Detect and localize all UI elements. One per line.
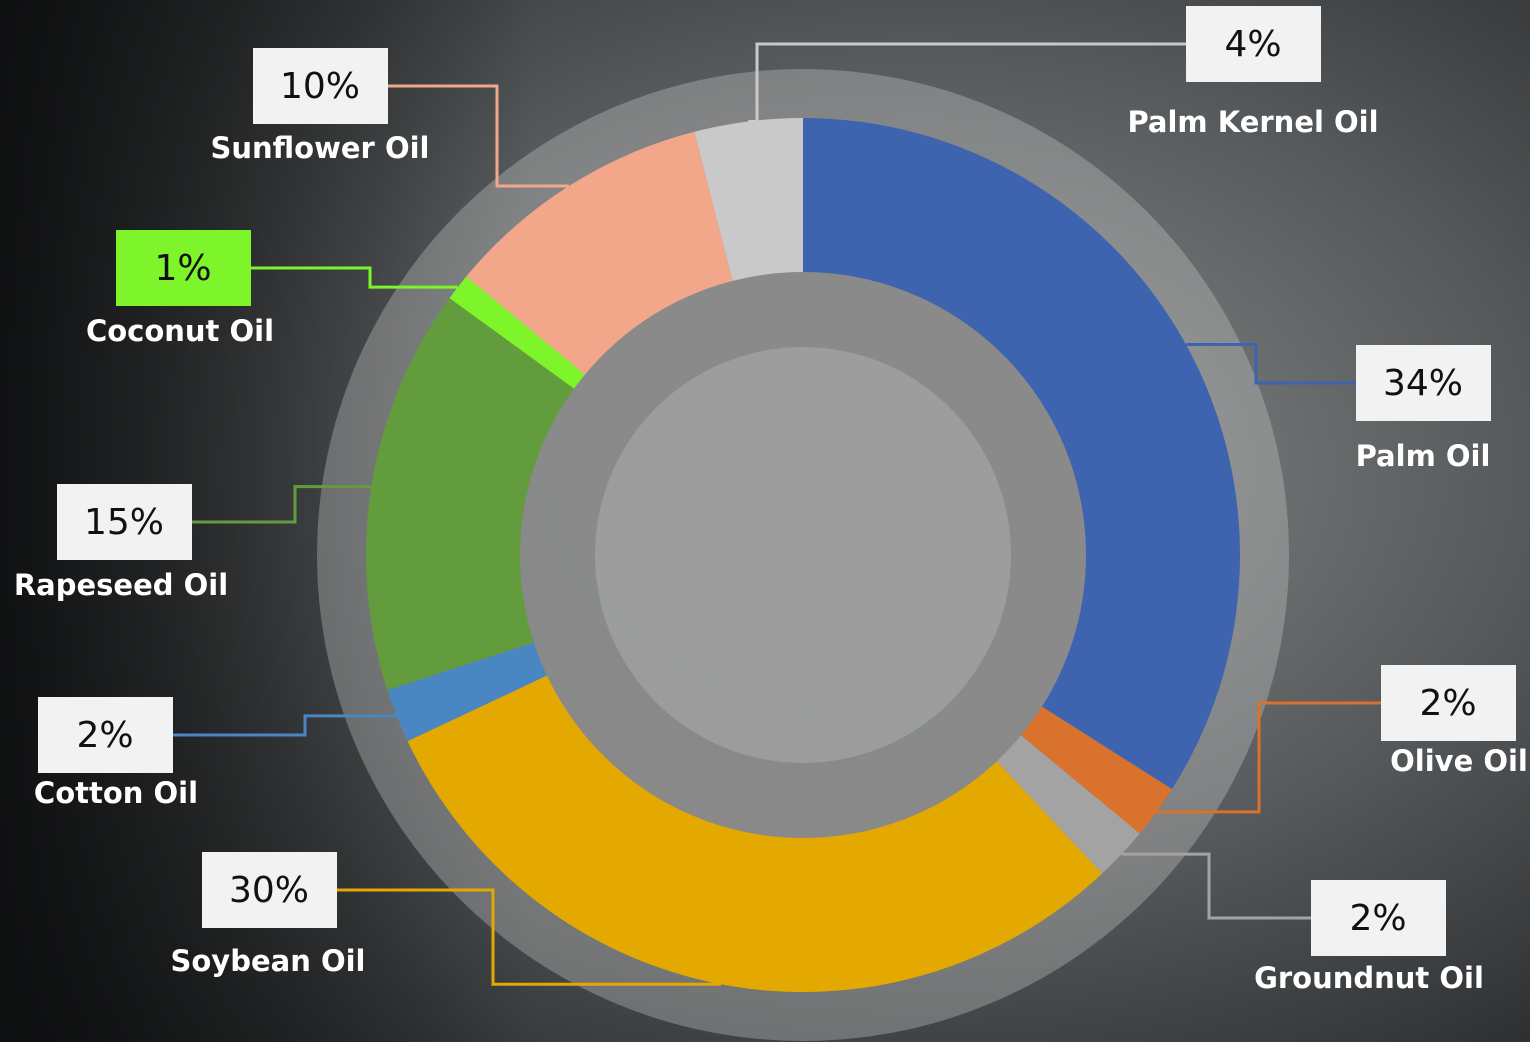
label-box [38,697,173,773]
leader-line [1121,852,1311,920]
category-label: Palm Oil [1356,439,1491,473]
value-label: 1% [154,248,211,289]
category-label: Palm Kernel Oil [1127,105,1378,139]
label-box [202,852,337,928]
value-label: 2% [1349,898,1406,939]
slice [366,298,575,691]
leader-line [192,485,372,524]
label-box [116,230,251,306]
leader-line [173,714,397,737]
value-label: 10% [280,66,360,107]
value-label: 2% [76,715,133,756]
leader-line [337,888,722,986]
slice [449,276,585,389]
inner-ring [520,272,1086,838]
slice [466,131,733,375]
slice [803,118,1240,790]
value-label: 2% [1419,683,1476,724]
category-label: Groundnut Oil [1254,961,1484,995]
slices [366,118,1240,992]
category-label: Coconut Oil [86,314,274,348]
value-label: 30% [229,870,309,911]
label-box [1356,345,1491,421]
labels: 34% Palm Oil 2% Olive Oil 2% Groundnut Oil 30%… [14,6,1528,995]
leader-line [1185,342,1356,385]
slice [996,735,1140,874]
category-label: Sunflower Oil [211,131,430,165]
label-box [1186,6,1321,82]
slice [1021,706,1172,834]
inner-circle [595,347,1011,763]
label-box [1381,665,1516,741]
leader-line [388,84,569,188]
value-label: 15% [84,502,164,543]
label-box [253,48,388,124]
category-label: Soybean Oil [171,944,366,978]
leader-line [251,266,458,289]
slice [387,642,547,742]
category-label: Rapeseed Oil [14,568,228,602]
category-label: Olive Oil [1390,744,1528,778]
label-box [57,484,192,560]
leader-line [748,42,1186,123]
value-label: 34% [1383,363,1463,404]
value-label: 4% [1224,24,1281,65]
leader-line [1156,701,1381,814]
label-box [1311,880,1446,956]
slice [694,118,803,281]
slice [407,675,1103,992]
category-label: Cotton Oil [34,776,198,810]
